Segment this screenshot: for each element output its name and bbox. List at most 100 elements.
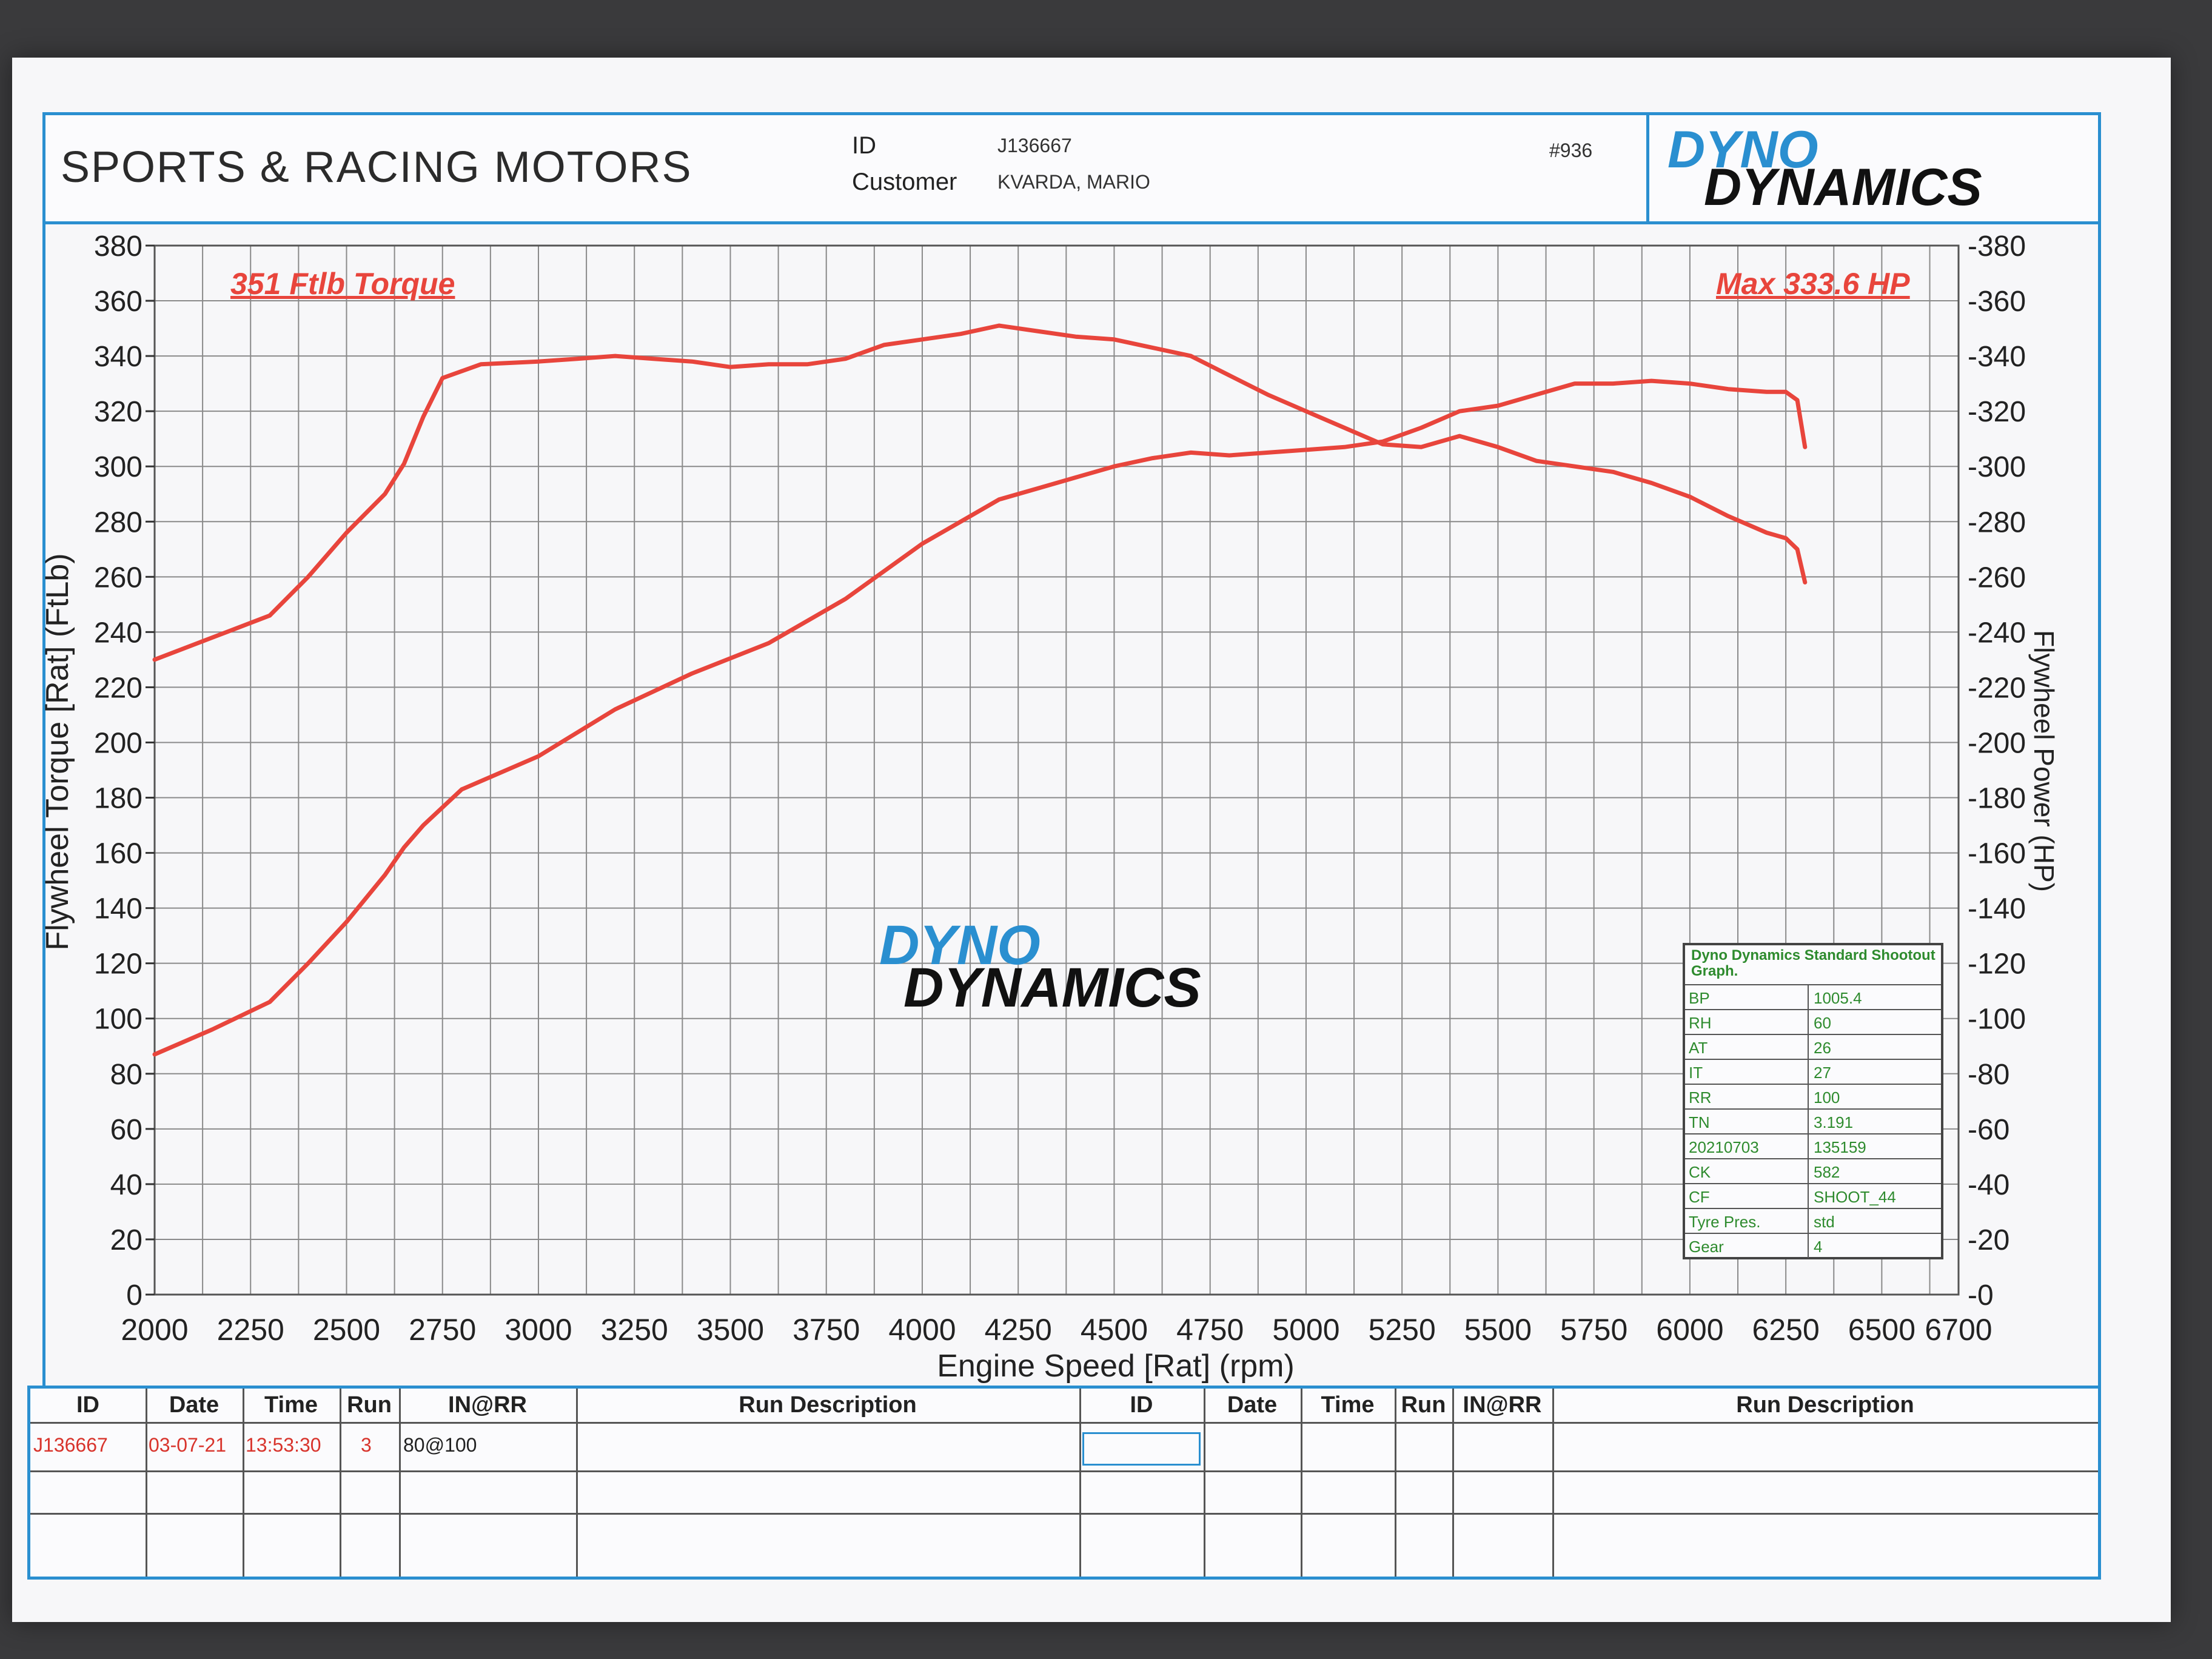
torque-peak-annotation: 351 Ftlb Torque [230, 267, 455, 301]
row-id: J136667 [33, 1434, 108, 1456]
conditions-key: AT [1689, 1039, 1708, 1057]
col-run-2: Run [1401, 1392, 1446, 1418]
selected-cell[interactable] [1082, 1432, 1201, 1466]
conditions-key: BP [1689, 989, 1710, 1007]
run-table: ID Date Time Run IN@RR Run Description I… [27, 1386, 2101, 1580]
sheet-header: SPORTS & RACING MOTORS ID J136667 Custom… [42, 112, 2101, 224]
col-run: Run [347, 1392, 392, 1418]
watermark-top: DYNO [879, 914, 1041, 976]
x-tick-label: 6000 [1656, 1313, 1723, 1347]
y2-tick-label: -20 [1968, 1224, 2009, 1256]
y2-tick-label: -340 [1968, 341, 2026, 373]
y-tick-label: 280 [94, 506, 142, 538]
y-tick-label: 340 [94, 341, 142, 373]
y2-tick-label: -60 [1968, 1114, 2009, 1146]
logo-top-text: DYNO [1667, 121, 1818, 179]
conditions-key: Gear [1689, 1238, 1724, 1256]
x-tick-label: 3000 [504, 1313, 572, 1347]
watermark-bottom: DYNAMICS [903, 957, 1201, 1019]
conditions-row: IT 27 [1685, 1059, 1941, 1084]
conditions-row: CK 582 [1685, 1158, 1941, 1184]
y-tick-label: 140 [94, 893, 142, 925]
y-tick-label: 120 [94, 948, 142, 980]
row-inrr: 80@100 [403, 1434, 477, 1456]
y-tick-label: 20 [110, 1224, 142, 1256]
y2-tick-label: -100 [1968, 1004, 2026, 1036]
conditions-value: 26 [1814, 1039, 1831, 1057]
shop-name: SPORTS & RACING MOTORS [61, 143, 692, 192]
conditions-value: 135159 [1814, 1138, 1866, 1156]
conditions-key: RR [1689, 1088, 1712, 1107]
y-tick-label: 60 [110, 1114, 142, 1146]
x-tick-label: 5000 [1272, 1313, 1339, 1347]
conditions-key: IT [1689, 1064, 1703, 1082]
conditions-row: CF SHOOT_44 [1685, 1183, 1941, 1208]
col-inrr-2: IN@RR [1463, 1392, 1542, 1418]
conditions-row: RR 100 [1685, 1084, 1941, 1109]
y2-axis-label: Flywheel Power (HP) [2028, 630, 2060, 892]
y-tick-label: 240 [94, 617, 142, 649]
conditions-table: Dyno Dynamics Standard Shootout Graph. B… [1683, 943, 1943, 1259]
col-time: Time [264, 1392, 318, 1418]
conditions-row: RH 60 [1685, 1009, 1941, 1034]
conditions-value: 3.191 [1814, 1113, 1854, 1131]
y-tick-label: 200 [94, 727, 142, 759]
y-tick-label: 220 [94, 672, 142, 704]
conditions-value: 27 [1814, 1064, 1831, 1082]
row-run: 3 [361, 1434, 372, 1456]
x-tick-label: 2500 [313, 1313, 380, 1347]
id-label: ID [852, 132, 876, 159]
conditions-key: CK [1689, 1163, 1711, 1181]
y-tick-label: 380 [94, 230, 142, 263]
x-tick-label: 4000 [888, 1313, 956, 1347]
conditions-key: 20210703 [1689, 1138, 1759, 1156]
y-tick-label: 0 [126, 1279, 142, 1312]
conditions-row: TN 3.191 [1685, 1108, 1941, 1134]
x-tick-label: 5750 [1560, 1313, 1627, 1347]
y2-tick-label: -260 [1968, 561, 2026, 594]
col-inrr: IN@RR [448, 1392, 527, 1418]
y-tick-label: 40 [110, 1169, 142, 1201]
y2-tick-label: -40 [1968, 1169, 2009, 1201]
x-tick-label: 5250 [1369, 1313, 1436, 1347]
conditions-row: Tyre Pres. std [1685, 1208, 1941, 1233]
sheet-number: #936 [1549, 139, 1593, 161]
watermark-logo: DYNO DYNAMICS [879, 914, 1201, 1019]
conditions-value: 582 [1814, 1163, 1840, 1181]
x-tick-label: 2250 [217, 1313, 284, 1347]
x-tick-label: 3500 [697, 1313, 764, 1347]
y-tick-label: 260 [94, 561, 142, 594]
dyno-dynamics-logo: DYNO DYNAMICS [1646, 115, 2098, 221]
y-tick-label: 180 [94, 783, 142, 815]
y-tick-label: 320 [94, 396, 142, 428]
customer-label: Customer [852, 169, 957, 195]
power-peak-annotation: Max 333.6 HP [1716, 267, 1910, 301]
y2-tick-label: -120 [1968, 948, 2026, 980]
y2-tick-label: -360 [1968, 286, 2026, 318]
y2-tick-label: -180 [1968, 783, 2026, 815]
y2-tick-label: -380 [1968, 230, 2026, 263]
conditions-value: 1005.4 [1814, 989, 1862, 1007]
col-id: ID [76, 1392, 99, 1418]
conditions-value: 60 [1814, 1014, 1831, 1032]
y2-tick-label: -300 [1968, 451, 2026, 483]
x-axis-label: Engine Speed [Rat] (rpm) [937, 1349, 1295, 1384]
row-date: 03-07-21 [149, 1434, 227, 1456]
x-tick-label: 3750 [793, 1313, 860, 1347]
y2-tick-label: -0 [1968, 1279, 1994, 1312]
x-tick-label: 6700 [1925, 1313, 1992, 1347]
chart-area [42, 224, 2101, 1386]
id-value: J136667 [997, 135, 1072, 156]
x-tick-label: 4250 [985, 1313, 1052, 1347]
x-tick-label: 5500 [1464, 1313, 1532, 1347]
conditions-key: RH [1689, 1014, 1712, 1032]
conditions-key: CF [1689, 1188, 1710, 1206]
y2-tick-label: -140 [1968, 893, 2026, 925]
conditions-row: BP 1005.4 [1685, 984, 1941, 1010]
y2-tick-label: -200 [1968, 727, 2026, 759]
y-tick-label: 360 [94, 286, 142, 318]
conditions-row: Gear 4 [1685, 1233, 1941, 1258]
row-time: 13:53:30 [246, 1434, 321, 1456]
conditions-row: 20210703 135159 [1685, 1133, 1941, 1159]
dyno-sheet [12, 58, 2171, 1622]
